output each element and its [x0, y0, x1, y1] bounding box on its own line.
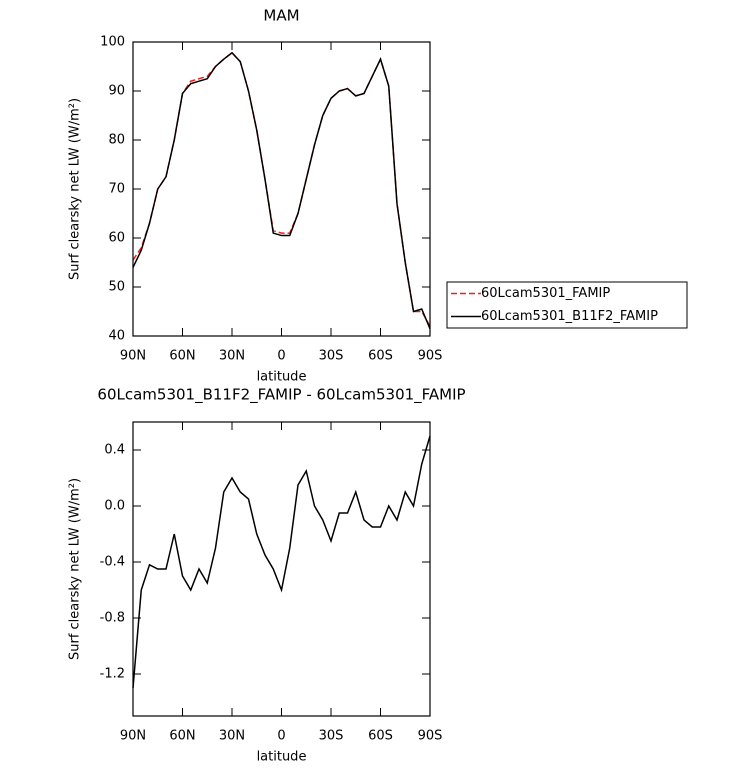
plot-frame [132, 421, 431, 717]
x-tick-label: 0 [277, 349, 285, 364]
legend-label: 60Lcam5301_B11F2_FAMIP [481, 309, 658, 324]
y-tick-label: 90 [108, 84, 125, 99]
y-axis-label: Surf clearsky net LW (W/m²) [68, 98, 83, 280]
y-tick-label: 0.0 [104, 499, 125, 514]
y-tick-label: 60 [108, 231, 125, 246]
x-axis-label: latitude [257, 370, 307, 385]
legend-box [446, 281, 688, 329]
x-tick-label: 0 [277, 729, 285, 744]
x-tick-label: 60S [368, 349, 393, 364]
y-tick-label: 50 [108, 280, 125, 295]
y-tick-label: 40 [108, 329, 125, 344]
y-tick-label: 70 [108, 182, 125, 197]
x-tick-label: 60N [169, 349, 195, 364]
x-tick-label: 30S [319, 729, 344, 744]
y-tick-label: 80 [108, 133, 125, 148]
y-axis-label: Surf clearsky net LW (W/m²) [68, 478, 83, 660]
x-tick-label: 60S [368, 729, 393, 744]
x-axis-label: latitude [257, 750, 307, 765]
x-tick-label: 60N [169, 729, 195, 744]
y-tick-label: -0.4 [100, 555, 125, 570]
legend-label: 60Lcam5301_FAMIP [481, 286, 610, 301]
y-tick-label: -0.8 [100, 611, 125, 626]
data-line [132, 51, 431, 329]
x-tick-label: 90N [120, 729, 146, 744]
data-line [132, 435, 431, 689]
x-tick-label: 90N [120, 349, 146, 364]
plot-frame [132, 41, 431, 337]
chart-title: 60Lcam5301_B11F2_FAMIP - 60Lcam5301_FAMI… [97, 386, 465, 405]
y-tick-label: 100 [100, 35, 125, 50]
y-tick-label: 0.4 [104, 443, 125, 458]
x-tick-label: 90S [418, 349, 443, 364]
data-line [132, 51, 431, 327]
x-tick-label: 30N [219, 729, 245, 744]
x-tick-label: 90S [418, 729, 443, 744]
x-tick-label: 30S [319, 349, 344, 364]
chart-title: MAM [263, 7, 299, 25]
y-tick-label: -1.2 [100, 667, 125, 682]
x-tick-label: 30N [219, 349, 245, 364]
